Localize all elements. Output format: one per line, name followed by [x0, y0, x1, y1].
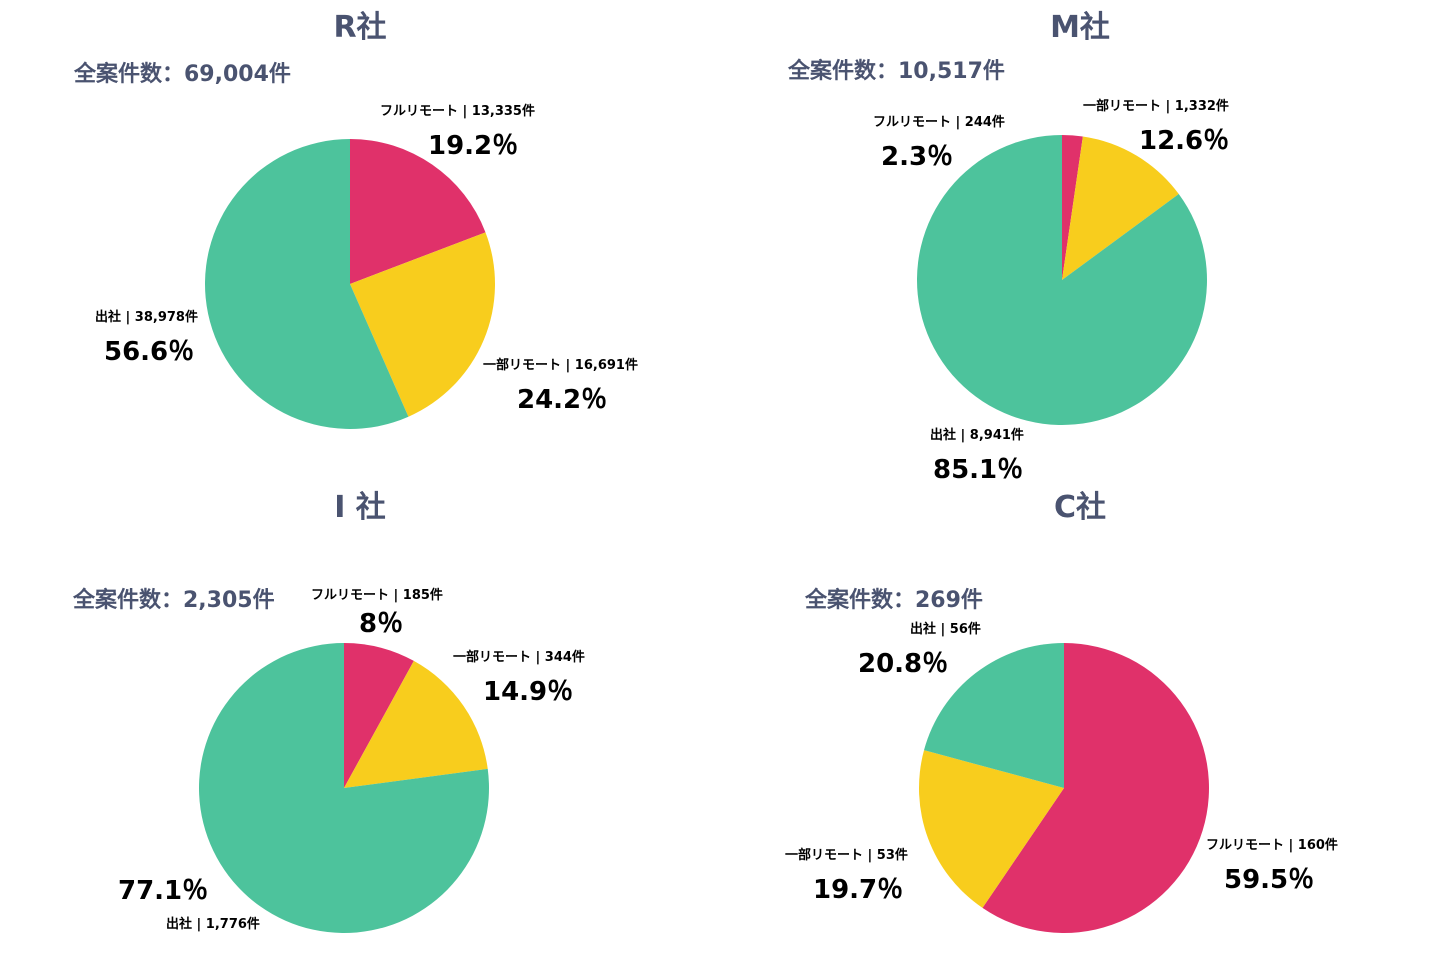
slice-caption: 一部リモート | 16,691件 — [483, 358, 638, 373]
chart-panel-m: M社 全案件数：10,517件 フルリモート | 244件 2.3％ 一部リモー… — [720, 0, 1440, 485]
pie-slice-full-remote — [982, 643, 1209, 933]
total-count: 全案件数：10,517件 — [788, 59, 1005, 84]
pie-chart-c — [919, 643, 1209, 933]
slice-label-partial-remote: 一部リモート | 1,332件 12.6％ — [1083, 95, 1229, 157]
slice-percent: 2.3％ — [881, 142, 954, 172]
slice-percent: 12.6％ — [1139, 126, 1230, 156]
chart-title: R社 — [333, 10, 387, 45]
slice-caption: フルリモート | 13,335件 — [380, 104, 535, 119]
slice-label-office: 出社 | 56件 20.8％ — [858, 618, 981, 680]
slice-caption: 出社 | 1,776件 — [166, 917, 260, 932]
pie-chart-m — [917, 135, 1207, 425]
slice-caption: 一部リモート | 344件 — [453, 650, 585, 665]
slice-percent: 24.2％ — [517, 385, 608, 415]
slice-caption: 一部リモート | 53件 — [785, 848, 908, 863]
slice-percent: 8％ — [359, 609, 404, 639]
slice-percent: 14.9％ — [483, 677, 574, 707]
pie-slice-full-remote — [344, 643, 414, 788]
pie-slice-partial-remote — [350, 232, 495, 417]
slice-percent: 56.6％ — [104, 337, 195, 367]
pie-slice-partial-remote — [344, 660, 488, 788]
pie-slice-office — [917, 135, 1207, 425]
slice-label-partial-remote: 一部リモート | 344件 14.9％ — [453, 646, 585, 708]
slice-label-full-remote: フルリモート | 13,335件 19.2％ — [380, 100, 535, 162]
slice-percent: 59.5％ — [1224, 865, 1315, 895]
chart-panel-c: C社 全案件数：269件 フルリモート | 160件 59.5％ 一部リモート … — [720, 480, 1440, 960]
slice-caption: フルリモート | 185件 — [311, 588, 443, 603]
pie-slice-office — [199, 643, 489, 933]
pie-slice-partial-remote — [919, 750, 1064, 908]
slice-percent: 20.8％ — [858, 649, 949, 679]
slice-percent: 19.2％ — [428, 131, 519, 161]
slice-label-office: 出社 | 8,941件 85.1％ — [930, 424, 1024, 486]
slice-label-full-remote: フルリモート | 160件 59.5％ — [1206, 834, 1338, 896]
pie-slice-office — [204, 139, 409, 429]
chart-panel-i: I 社 全案件数：2,305件 フルリモート | 185件 8％ 一部リモート … — [0, 480, 720, 960]
chart-title: C社 — [1053, 490, 1107, 525]
slice-caption: 出社 | 8,941件 — [930, 428, 1024, 443]
total-count: 全案件数：2,305件 — [73, 588, 275, 613]
slice-caption: 一部リモート | 1,332件 — [1083, 99, 1229, 114]
slice-label-full-remote: フルリモート | 244件 2.3％ — [873, 111, 1005, 173]
pie-chart-i — [199, 643, 489, 933]
slice-label-full-remote: フルリモート | 185件 8％ — [311, 584, 443, 640]
pie-slice-full-remote — [1062, 135, 1083, 280]
slice-caption: 出社 | 56件 — [910, 622, 981, 637]
chart-title: M社 — [1050, 10, 1110, 45]
total-count: 全案件数：269件 — [805, 588, 983, 613]
slice-label-partial-remote: 一部リモート | 16,691件 24.2％ — [483, 354, 638, 416]
pie-chart-r — [204, 139, 495, 429]
pie-slice-partial-remote — [1062, 136, 1179, 280]
slice-percent: 19.7％ — [813, 875, 904, 905]
chart-title: I 社 — [334, 490, 386, 525]
slice-caption: 出社 | 38,978件 — [95, 310, 198, 325]
slice-percent: 77.1％ — [118, 876, 209, 906]
pie-slice-full-remote — [350, 139, 486, 284]
slice-label-office: 77.1％ 出社 | 1,776件 — [118, 870, 260, 932]
total-count: 全案件数：69,004件 — [74, 62, 291, 87]
slice-caption: フルリモート | 244件 — [873, 115, 1005, 130]
slice-label-office: 出社 | 38,978件 56.6％ — [95, 306, 198, 368]
slice-label-partial-remote: 一部リモート | 53件 19.7％ — [785, 844, 908, 906]
slice-percent: 85.1％ — [933, 455, 1024, 485]
chart-panel-r: R社 全案件数：69,004件 フルリモート | 13,335件 19.2％ 一… — [0, 0, 720, 480]
slice-caption: フルリモート | 160件 — [1206, 838, 1338, 853]
pie-slice-office — [924, 643, 1064, 788]
